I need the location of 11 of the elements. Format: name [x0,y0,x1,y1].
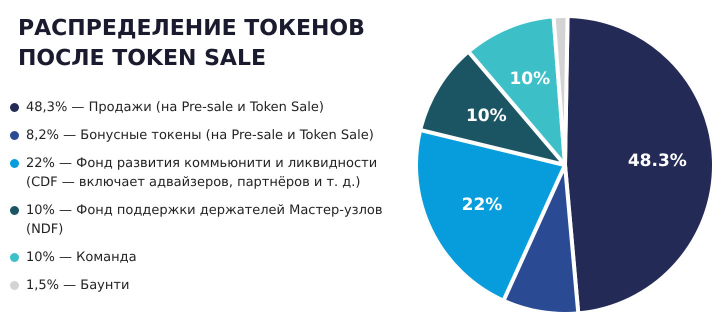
data-label: 48.3% [628,151,687,172]
legend-label: 1,5% — Баунти [26,277,130,295]
legend-label: 10% — Команда [26,249,137,267]
text: РАСПРЕДЕЛЕНИЕ ТОКЕНОВ ПОСЛЕ TOKEN SALE [18,15,366,73]
legend-label: 48,3% — Продажи (на Pre-sale и Token Sale) [26,99,324,117]
data-label: 10% [466,106,507,126]
legend-label: 22% — Фонд развития коммьюнити и ликвидности (CDF — включает адвайзеров, партнёров и т. д.) [26,155,378,192]
legend-label: 10% — Фонд поддержки держателей Мастер-узлов (NDF) [26,202,384,239]
legend-label: 8,2% — Бонусные токены (на Pre-sale и Token Sale) [26,127,374,145]
data-label: 10% [509,69,550,90]
data-label: 22% [462,194,502,215]
